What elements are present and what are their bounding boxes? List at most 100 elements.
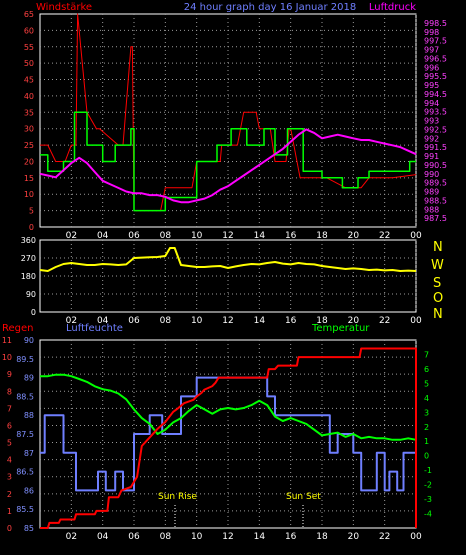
y-tick-label: 30 <box>24 125 34 134</box>
rain-line <box>40 347 417 529</box>
y-tick-label: 8 <box>7 387 12 396</box>
y-tick-label: 992.5 <box>424 125 447 134</box>
x-tick-label: 20 <box>348 532 360 542</box>
x-tick-label: 04 <box>97 532 109 542</box>
y-tick-label: 988.5 <box>424 196 447 205</box>
y-tick-label: 0 <box>31 308 36 317</box>
compass-n-bottom: N <box>433 307 443 322</box>
y-tick-label: 20 <box>24 157 34 166</box>
y-tick-label: 996 <box>424 63 439 72</box>
y-tick-label: 996.5 <box>424 54 447 63</box>
y-tick-label: 994.5 <box>424 90 447 99</box>
y-tick-label: 25 <box>24 141 34 150</box>
y-tick-label: 994 <box>424 99 439 108</box>
y-tick-label: 993.5 <box>424 108 447 117</box>
x-tick-label: 06 <box>128 316 140 326</box>
y-tick-label: 7 <box>7 404 12 413</box>
x-tick-label: 14 <box>254 316 266 326</box>
y-tick-label: 10 <box>2 353 12 362</box>
x-tick-label: 12 <box>222 231 233 241</box>
y-tick-label: 10 <box>24 190 34 199</box>
y-tick-label: 2 <box>7 490 12 499</box>
y-tick-label: 35 <box>24 108 34 117</box>
y-tick-label: 4 <box>7 456 12 465</box>
x-tick-label: 22 <box>379 532 390 542</box>
x-tick-label: 10 <box>191 231 203 241</box>
y-tick-label: 989.5 <box>424 179 447 188</box>
y-tick-label: 4 <box>424 394 429 403</box>
x-tick-label: 16 <box>285 316 297 326</box>
y-tick-label: 995.5 <box>424 72 447 81</box>
x-tick-label: 22 <box>379 231 390 241</box>
y-tick-label: 991.5 <box>424 143 447 152</box>
y-tick-label: -2 <box>424 481 432 490</box>
x-tick-label: 06 <box>128 532 140 542</box>
y-tick-label: 89 <box>24 374 34 383</box>
humidity-line <box>40 376 416 492</box>
temperature-title: Temperatur <box>311 323 370 334</box>
x-tick-label: 10 <box>191 532 203 542</box>
y-tick-label: 998.5 <box>424 19 447 28</box>
x-tick-label: 14 <box>254 231 266 241</box>
y-tick-label: 5 <box>29 207 34 216</box>
y-tick-label: 180 <box>21 272 36 281</box>
axis-labels: 02 04 06 08 10 12 14 16 18 20 22 000510152025303540… <box>2 10 447 542</box>
y-tick-label: 0 <box>29 223 34 232</box>
y-tick-label: 0 <box>424 452 429 461</box>
x-tick-label: 16 <box>285 231 297 241</box>
rain-title: Regen <box>2 323 34 334</box>
y-tick-label: 998 <box>424 28 439 37</box>
y-tick-label: 5 <box>424 379 429 388</box>
compass-s: S <box>433 276 441 291</box>
y-tick-label: -1 <box>424 466 432 475</box>
y-tick-label: 997.5 <box>424 37 447 46</box>
data-series <box>39 13 417 529</box>
y-tick-label: 995 <box>424 81 439 90</box>
y-tick-label: 7 <box>424 350 429 359</box>
y-tick-label: 90 <box>24 336 34 345</box>
y-tick-label: 88.5 <box>16 392 34 401</box>
x-tick-label: 00 <box>410 231 422 241</box>
y-tick-label: 86.5 <box>16 468 34 477</box>
y-tick-label: 0 <box>7 524 12 533</box>
wind-average-line <box>40 111 416 212</box>
y-tick-label: 2 <box>424 423 429 432</box>
temperature-line <box>40 373 417 441</box>
x-tick-label: 08 <box>160 231 172 241</box>
y-tick-label: 60 <box>24 26 34 35</box>
x-tick-label: 20 <box>348 231 360 241</box>
y-tick-label: 993 <box>424 117 439 126</box>
y-tick-label: 992 <box>424 134 439 143</box>
wind-direction-line <box>39 247 417 272</box>
panel-wind-pressure-frame <box>39 13 417 228</box>
y-tick-label: 5 <box>7 439 12 448</box>
y-tick-label: 85 <box>24 524 34 533</box>
x-tick-label: 18 <box>316 231 328 241</box>
y-tick-label: 990.5 <box>424 161 447 170</box>
y-tick-label: 55 <box>24 43 34 52</box>
y-tick-label: 997 <box>424 46 439 55</box>
compass-w: W <box>431 258 444 273</box>
y-tick-label: 87 <box>24 449 34 458</box>
x-tick-label: 06 <box>128 231 140 241</box>
wind-strength-title: Windstärke <box>36 2 92 13</box>
sun-rise-label: Sun Rise <box>158 492 197 502</box>
x-tick-label: 12 <box>222 532 233 542</box>
y-tick-label: 360 <box>21 236 36 245</box>
x-tick-label: 02 <box>66 231 77 241</box>
y-tick-label: 89.5 <box>16 355 34 364</box>
y-tick-label: 45 <box>24 76 34 85</box>
x-tick-label: 04 <box>97 231 109 241</box>
x-tick-label: 18 <box>316 532 328 542</box>
grid-lines <box>40 14 417 528</box>
x-tick-label: 22 <box>379 316 390 326</box>
x-tick-label: 12 <box>222 316 233 326</box>
y-tick-label: 989 <box>424 188 439 197</box>
x-tick-label: 02 <box>66 532 77 542</box>
x-tick-label: 02 <box>66 316 77 326</box>
y-tick-label: 15 <box>24 174 34 183</box>
x-tick-label: 16 <box>285 532 297 542</box>
x-tick-label: 00 <box>410 316 422 326</box>
